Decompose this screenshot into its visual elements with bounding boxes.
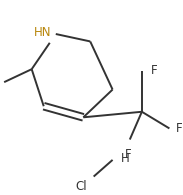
Text: F: F bbox=[151, 64, 158, 77]
Text: HN: HN bbox=[34, 26, 52, 39]
Text: F: F bbox=[125, 148, 131, 161]
Text: F: F bbox=[176, 122, 183, 135]
Text: H: H bbox=[121, 152, 130, 165]
Text: Cl: Cl bbox=[75, 180, 87, 193]
